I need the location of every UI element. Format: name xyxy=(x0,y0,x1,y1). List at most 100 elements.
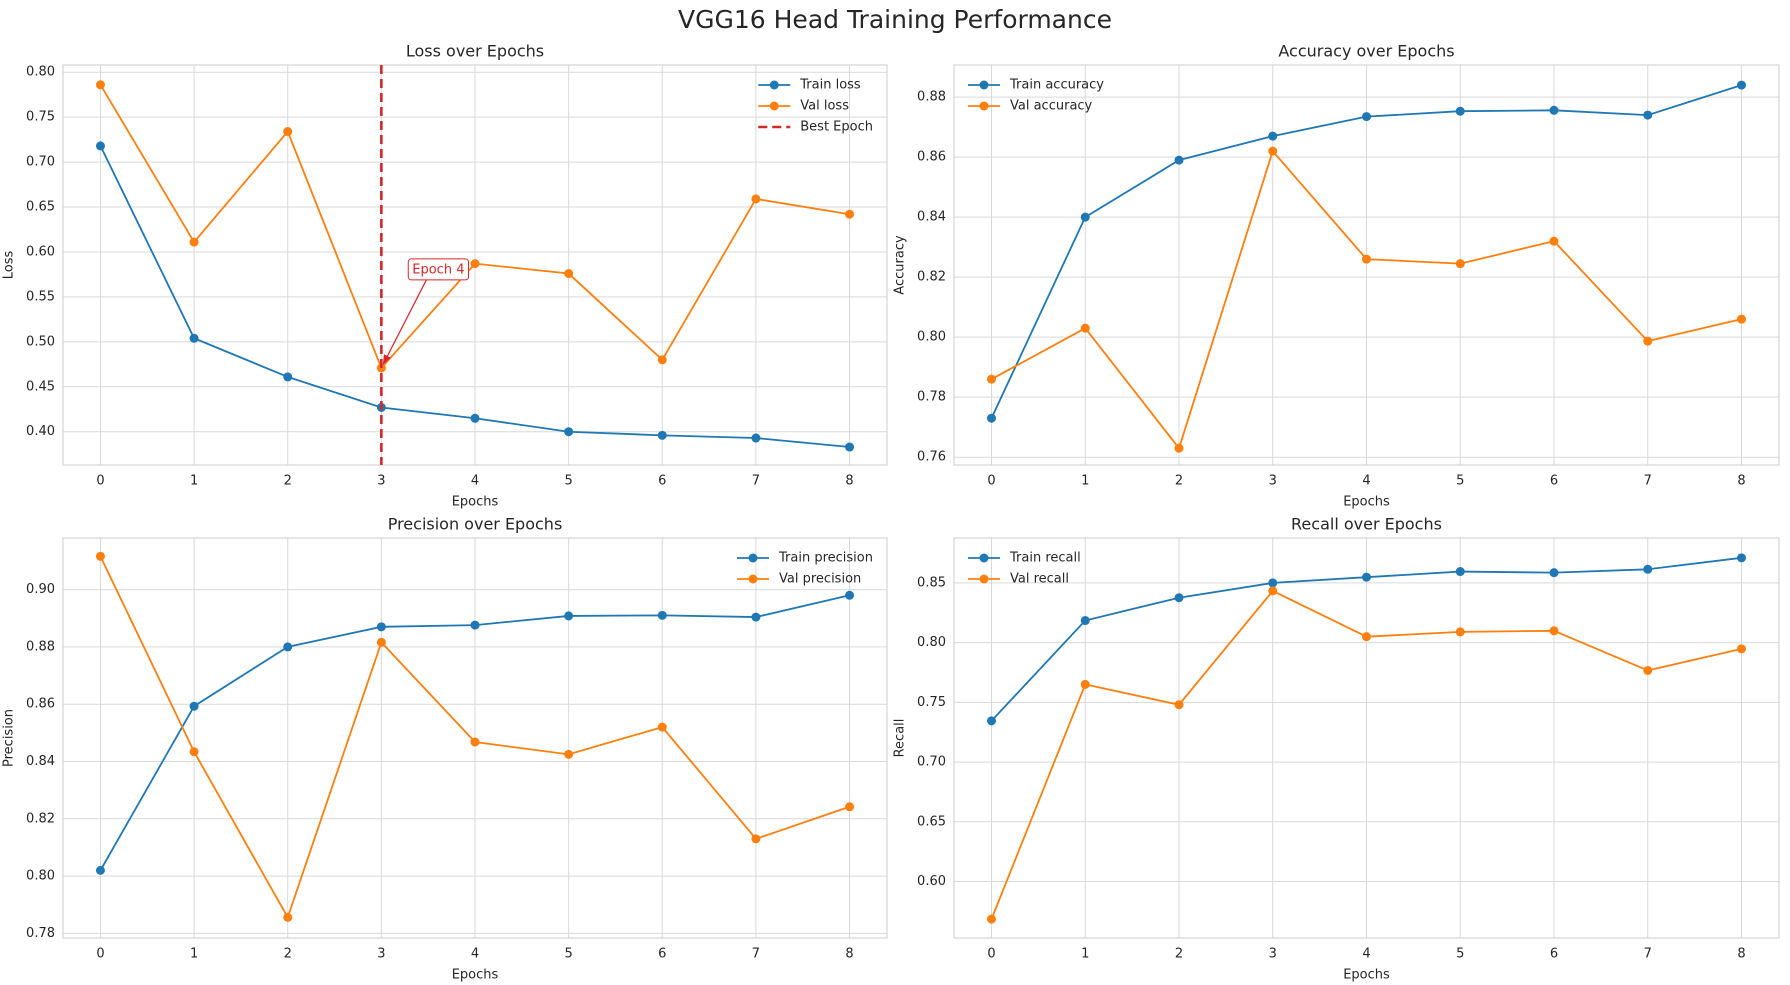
data-point xyxy=(189,333,199,343)
legend-label: Best Epoch xyxy=(800,120,873,135)
y-tick-label: 0.70 xyxy=(26,155,55,170)
data-point xyxy=(657,610,667,620)
data-point xyxy=(1362,112,1371,122)
data-point xyxy=(95,80,105,90)
x-axis-label: Epochs xyxy=(1343,495,1390,510)
subplot-title: Recall over Epochs xyxy=(1291,515,1442,534)
data-point xyxy=(189,747,199,757)
y-tick-label: 0.65 xyxy=(26,200,55,215)
data-point xyxy=(1174,700,1184,710)
x-tick-label: 0 xyxy=(96,947,104,962)
y-tick-label: 0.80 xyxy=(917,330,946,345)
x-tick-label: 2 xyxy=(284,474,292,489)
y-tick-label: 0.70 xyxy=(917,755,946,770)
x-tick-label: 3 xyxy=(377,947,385,962)
x-tick-label: 8 xyxy=(1737,947,1745,962)
data-point xyxy=(1268,146,1278,156)
y-tick-label: 0.88 xyxy=(26,639,55,654)
data-point xyxy=(657,355,667,365)
legend-marker xyxy=(979,80,989,90)
data-point xyxy=(564,427,574,437)
data-point xyxy=(564,269,574,279)
x-tick-label: 7 xyxy=(752,474,760,489)
x-tick-label: 4 xyxy=(1362,474,1370,489)
data-point xyxy=(1080,616,1090,626)
data-point xyxy=(751,612,761,622)
data-point xyxy=(987,413,996,423)
x-tick-label: 8 xyxy=(845,947,853,962)
legend-label: Val recall xyxy=(1010,572,1069,587)
x-tick-label: 3 xyxy=(377,474,385,489)
legend-label: Train recall xyxy=(1009,551,1081,566)
y-tick-label: 0.75 xyxy=(917,695,946,710)
x-tick-label: 4 xyxy=(1362,947,1370,962)
y-tick-label: 0.84 xyxy=(917,210,946,225)
legend-marker xyxy=(769,101,779,111)
data-point xyxy=(751,433,761,443)
y-tick-label: 0.65 xyxy=(917,814,946,829)
data-point xyxy=(1362,254,1371,264)
x-tick-label: 5 xyxy=(1456,947,1464,962)
x-tick-label: 7 xyxy=(1644,474,1652,489)
data-point xyxy=(987,914,996,924)
y-tick-label: 0.80 xyxy=(26,869,55,884)
x-axis-label: Epochs xyxy=(452,495,499,510)
legend-label: Train accuracy xyxy=(1009,78,1104,93)
legend: Train recall Val recall xyxy=(968,551,1081,587)
x-tick-label: 0 xyxy=(96,474,104,489)
data-point xyxy=(1549,236,1559,246)
data-point xyxy=(1080,212,1090,222)
y-tick-label: 0.85 xyxy=(917,575,946,590)
data-point xyxy=(1737,80,1746,90)
legend-marker xyxy=(769,80,779,90)
data-point xyxy=(1362,632,1371,642)
data-point xyxy=(189,701,199,711)
plot-frame xyxy=(953,64,1780,466)
y-tick-label: 0.60 xyxy=(917,874,946,889)
data-point xyxy=(751,194,761,204)
data-point xyxy=(1268,578,1278,588)
x-tick-label: 2 xyxy=(284,947,292,962)
x-tick-label: 6 xyxy=(1550,947,1558,962)
legend-marker xyxy=(979,574,989,584)
data-point xyxy=(987,374,996,384)
x-tick-label: 3 xyxy=(1269,947,1277,962)
subplot-title: Accuracy over Epochs xyxy=(1278,42,1454,61)
y-tick-label: 0.90 xyxy=(26,582,55,597)
data-point xyxy=(95,141,105,151)
legend: Train accuracy Val accuracy xyxy=(968,78,1104,114)
data-point xyxy=(1643,336,1653,346)
data-point xyxy=(1080,679,1090,689)
y-tick-label: 0.55 xyxy=(26,289,55,304)
data-point xyxy=(657,722,667,732)
x-tick-label: 0 xyxy=(987,474,995,489)
data-point xyxy=(376,637,386,647)
legend-marker xyxy=(748,553,758,563)
plot-frame xyxy=(62,64,888,466)
data-point xyxy=(564,611,574,621)
y-axis-label: Loss xyxy=(2,251,17,280)
x-tick-label: 2 xyxy=(1175,947,1183,962)
y-tick-label: 0.86 xyxy=(917,150,946,165)
data-point xyxy=(987,716,996,726)
data-point xyxy=(657,430,667,440)
data-point xyxy=(1737,553,1746,563)
subplot: Loss over Epochs 0.40 0.45 0.50 0.55 0.60 0.65… xyxy=(2,42,888,510)
x-tick-label: 5 xyxy=(564,947,572,962)
x-tick-label: 1 xyxy=(190,947,198,962)
x-tick-label: 6 xyxy=(658,474,666,489)
x-tick-label: 8 xyxy=(1737,474,1745,489)
data-point xyxy=(1268,586,1278,596)
data-point xyxy=(1174,155,1184,165)
data-point xyxy=(1174,443,1184,453)
data-point xyxy=(1455,106,1465,116)
y-tick-label: 0.78 xyxy=(26,926,55,941)
y-axis-label: Accuracy xyxy=(893,235,908,295)
legend-label: Val precision xyxy=(779,572,861,587)
x-tick-label: 1 xyxy=(1081,947,1089,962)
legend: Train loss Val loss Best Epoch xyxy=(758,78,873,135)
y-tick-label: 0.84 xyxy=(26,754,55,769)
x-tick-label: 1 xyxy=(190,474,198,489)
y-tick-label: 0.82 xyxy=(26,811,55,826)
